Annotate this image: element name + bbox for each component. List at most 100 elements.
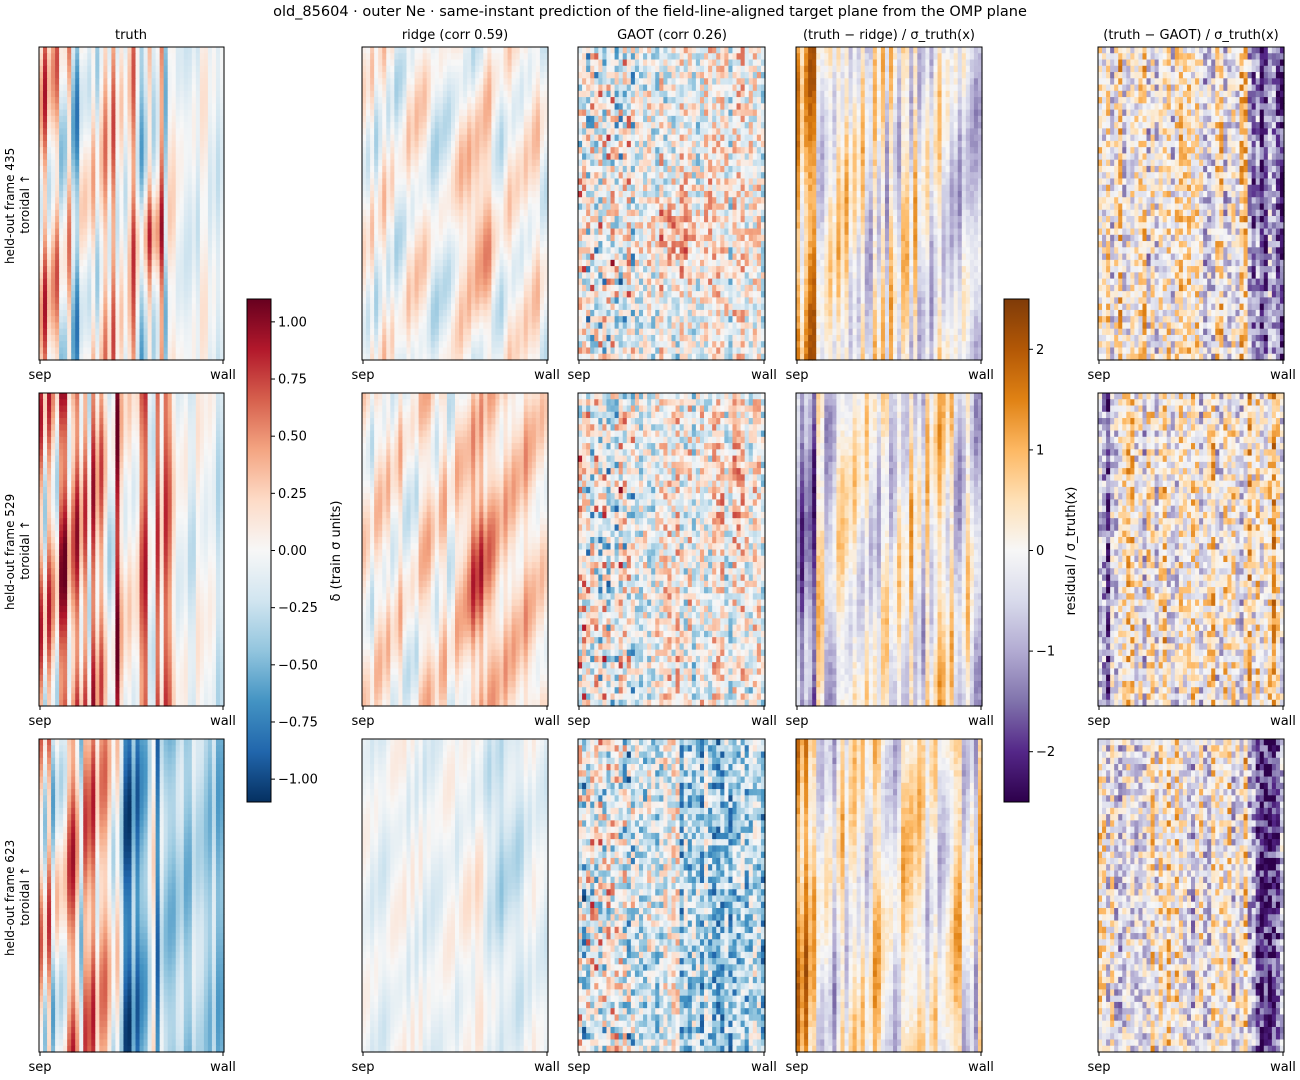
heatmap-cell bbox=[618, 84, 624, 92]
heatmap-cell bbox=[111, 341, 117, 349]
heatmap-cell bbox=[418, 97, 424, 104]
heatmap-cell bbox=[434, 197, 440, 205]
heatmap-cell bbox=[175, 309, 181, 317]
heatmap-cell bbox=[87, 147, 92, 155]
heatmap-cell bbox=[370, 241, 375, 248]
heatmap-cell bbox=[442, 228, 448, 236]
heatmap-cell bbox=[155, 316, 161, 324]
heatmap-cell bbox=[434, 178, 440, 186]
heatmap-cell bbox=[75, 134, 80, 142]
heatmap-cell bbox=[455, 253, 460, 261]
heatmap-cell bbox=[199, 303, 205, 311]
heatmap-cell bbox=[382, 297, 387, 305]
heatmap-cell bbox=[438, 84, 444, 92]
heatmap-cell bbox=[679, 65, 685, 73]
heatmap-cell bbox=[442, 165, 448, 173]
heatmap-cell bbox=[207, 122, 213, 129]
heatmap-cell bbox=[523, 147, 529, 155]
heatmap-cell bbox=[39, 241, 44, 248]
heatmap-cell bbox=[539, 253, 545, 261]
heatmap-cell bbox=[39, 203, 44, 211]
heatmap-cell bbox=[123, 278, 129, 286]
heatmap-cell bbox=[131, 316, 137, 324]
heatmap-cell bbox=[115, 334, 121, 342]
heatmap-cell bbox=[199, 247, 205, 255]
heatmap-cell bbox=[450, 65, 456, 73]
heatmap-cell bbox=[183, 134, 189, 142]
heatmap-cell bbox=[143, 284, 149, 292]
heatmap-cell bbox=[187, 109, 193, 117]
heatmap-cell bbox=[378, 140, 383, 148]
heatmap-cell bbox=[107, 253, 112, 261]
heatmap-cell bbox=[39, 247, 44, 255]
heatmap-cell bbox=[515, 291, 521, 298]
heatmap-cell bbox=[374, 147, 379, 155]
heatmap-cell bbox=[215, 241, 221, 248]
heatmap-cell bbox=[175, 272, 181, 280]
heatmap-cell bbox=[539, 147, 545, 155]
heatmap-cell bbox=[610, 78, 616, 86]
heatmap-cell bbox=[99, 59, 104, 67]
heatmap-cell bbox=[87, 84, 92, 92]
heatmap-cell bbox=[195, 65, 201, 73]
heatmap-cell bbox=[199, 203, 205, 211]
heatmap-cell bbox=[79, 316, 84, 324]
heatmap-cell bbox=[159, 140, 165, 148]
heatmap-cell bbox=[115, 234, 121, 242]
heatmap-cell bbox=[675, 90, 681, 98]
heatmap-cell bbox=[115, 222, 121, 230]
heatmap-cell bbox=[119, 322, 125, 330]
heatmap-cell bbox=[475, 184, 480, 192]
heatmap-cell bbox=[487, 234, 492, 242]
heatmap-cell bbox=[91, 90, 96, 98]
heatmap-cell bbox=[378, 272, 383, 280]
heatmap-cell bbox=[495, 190, 501, 198]
heatmap-cell bbox=[386, 178, 391, 186]
heatmap-cell bbox=[695, 47, 701, 54]
heatmap-cell bbox=[535, 90, 541, 98]
heatmap-cell bbox=[187, 278, 193, 286]
heatmap-cell bbox=[115, 128, 121, 136]
heatmap-cell bbox=[402, 147, 408, 155]
heatmap-cell bbox=[183, 153, 189, 161]
heatmap-cell bbox=[402, 172, 408, 180]
heatmap-cell bbox=[467, 341, 472, 349]
heatmap-cell bbox=[495, 134, 501, 142]
heatmap-cell bbox=[195, 115, 201, 123]
heatmap-cell bbox=[127, 84, 133, 92]
heatmap-cell bbox=[471, 84, 476, 92]
heatmap-cell bbox=[430, 47, 436, 54]
heatmap-cell bbox=[430, 284, 436, 292]
heatmap-cell bbox=[207, 190, 213, 198]
heatmap-cell bbox=[402, 184, 408, 192]
heatmap-cell bbox=[495, 216, 501, 223]
heatmap-cell bbox=[47, 128, 52, 136]
heatmap-cell bbox=[370, 90, 375, 98]
heatmap-cell bbox=[430, 328, 436, 336]
heatmap-cell bbox=[87, 109, 92, 117]
heatmap-cell bbox=[103, 303, 108, 311]
heatmap-cell bbox=[519, 222, 525, 230]
heatmap-cell bbox=[382, 341, 387, 349]
heatmap-cell bbox=[483, 303, 488, 311]
heatmap-cell bbox=[215, 316, 221, 324]
heatmap-cell bbox=[370, 172, 375, 180]
heatmap-cell bbox=[438, 159, 444, 167]
heatmap-cell bbox=[215, 109, 221, 117]
heatmap-cell bbox=[155, 322, 161, 330]
heatmap-cell bbox=[151, 165, 157, 173]
heatmap-cell bbox=[406, 253, 412, 261]
heatmap-cell bbox=[119, 65, 125, 73]
heatmap-cell bbox=[199, 222, 205, 230]
heatmap-cell bbox=[402, 222, 408, 230]
heatmap-cell bbox=[143, 190, 149, 198]
heatmap-cell bbox=[426, 222, 432, 230]
heatmap-cell bbox=[543, 122, 549, 129]
heatmap-cell bbox=[483, 197, 488, 205]
heatmap-cell bbox=[374, 241, 379, 248]
heatmap-cell bbox=[531, 97, 537, 104]
heatmap-cell bbox=[479, 47, 484, 54]
heatmap-cell bbox=[418, 53, 424, 61]
heatmap-cell bbox=[187, 97, 193, 104]
